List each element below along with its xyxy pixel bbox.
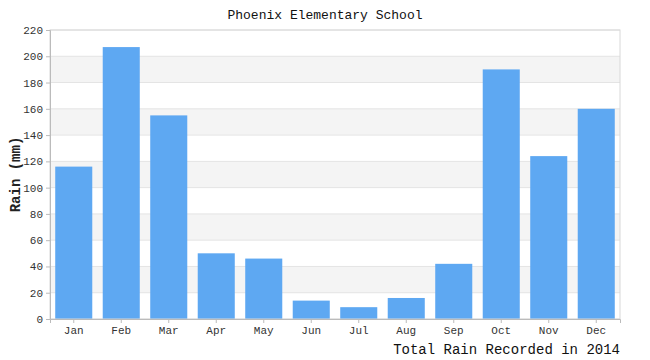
x-tick-label: Jan — [64, 325, 84, 337]
x-tick-mark — [73, 319, 74, 323]
x-tick-label: Feb — [111, 325, 131, 337]
y-tick-label: 60 — [30, 235, 43, 247]
y-tick-mark — [46, 319, 50, 320]
x-tick-mark — [168, 319, 169, 323]
x-tick-label: Jun — [301, 325, 321, 337]
y-tick-mark — [46, 293, 50, 294]
bars — [55, 47, 615, 319]
x-tick-mark — [596, 319, 597, 323]
x-tick: Nov — [539, 319, 559, 337]
y-tick-label: 100 — [23, 183, 43, 195]
x-tick-mark — [453, 319, 454, 323]
x-tick-mark — [216, 319, 217, 323]
y-tick-mark — [46, 188, 50, 189]
x-tick: Feb — [111, 319, 131, 337]
x-tick-mark — [121, 319, 122, 323]
y-tick-label: 20 — [30, 288, 43, 300]
x-tick: Dec — [586, 319, 606, 337]
x-tick-label: Oct — [491, 325, 511, 337]
bar — [245, 259, 282, 319]
plot-frame — [50, 30, 620, 319]
y-tick-mark — [46, 56, 50, 57]
y-tick: 60 — [30, 235, 50, 247]
y-tick-mark — [46, 266, 50, 267]
y-tick-mark — [46, 83, 50, 84]
x-tick-mark — [501, 319, 502, 323]
x-axis: Jan Feb Mar Apr May Jun Jul Aug Sep Oct Nov Dec — [51, 319, 621, 337]
x-axis-line — [51, 320, 621, 324]
y-tick: 140 — [23, 130, 50, 142]
bar — [388, 298, 425, 319]
x-tick-label: Jul — [349, 325, 369, 337]
y-tick: 200 — [23, 51, 50, 63]
y-tick-label: 180 — [23, 78, 43, 90]
y-tick: 20 — [30, 288, 50, 300]
x-tick: Jun — [301, 319, 321, 337]
x-tick: Mar — [159, 319, 179, 337]
x-tick: Aug — [396, 319, 416, 337]
x-tick: May — [254, 319, 274, 337]
x-tick: Oct — [491, 319, 511, 337]
y-tick-mark — [46, 240, 50, 241]
x-tick: Jul — [349, 319, 369, 337]
y-tick-label: 40 — [30, 261, 43, 273]
bar — [435, 264, 472, 319]
y-tick: 100 — [23, 183, 50, 195]
y-tick-label: 220 — [23, 25, 43, 37]
bar — [198, 253, 235, 319]
y-tick: 160 — [23, 104, 50, 116]
y-tick: 0 — [36, 314, 50, 326]
bar — [55, 167, 92, 319]
x-tick-label: Mar — [159, 325, 179, 337]
y-tick-mark — [46, 109, 50, 110]
bar — [340, 307, 377, 319]
x-tick-mark — [358, 319, 359, 323]
x-tick-label: Apr — [206, 325, 226, 337]
y-tick-label: 80 — [30, 209, 43, 221]
x-tick-label: Sep — [444, 325, 464, 337]
y-axis-title: Rain (mm) — [8, 137, 24, 213]
title: Phoenix Elementary School — [227, 8, 422, 23]
y-axis: 0 20 40 60 80 100 120 140 160 180 200 220 — [23, 25, 50, 326]
y-tick-label: 160 — [23, 104, 43, 116]
y-axis-line — [46, 31, 51, 320]
y-tick-label: 120 — [23, 156, 43, 168]
plot: 0 20 40 60 80 100 120 140 160 180 200 220 Jan Feb Mar A… — [23, 25, 620, 337]
x-tick: Apr — [206, 319, 226, 337]
x-tick-mark — [311, 319, 312, 323]
bar — [293, 301, 330, 319]
bar — [150, 115, 187, 319]
x-axis-title: Total Rain Recorded in 2014 — [393, 342, 620, 358]
y-tick: 220 — [23, 25, 50, 37]
y-tick-mark — [46, 135, 50, 136]
y-tick-mark — [46, 30, 50, 31]
x-tick-mark — [406, 319, 407, 323]
grid — [50, 30, 620, 319]
y-tick-label: 0 — [36, 314, 43, 326]
y-tick: 180 — [23, 78, 50, 90]
bar — [578, 109, 615, 319]
y-tick-label: 140 — [23, 130, 43, 142]
x-tick-mark — [548, 319, 549, 323]
x-tick-mark — [263, 319, 264, 323]
bar — [530, 156, 567, 319]
y-tick: 120 — [23, 156, 50, 168]
y-tick: 40 — [30, 261, 50, 273]
x-tick-label: Aug — [396, 325, 416, 337]
x-tick-label: Nov — [539, 325, 559, 337]
x-tick: Jan — [64, 319, 84, 337]
bar — [103, 47, 140, 319]
x-tick-label: Dec — [586, 325, 606, 337]
y-tick-mark — [46, 161, 50, 162]
x-tick: Sep — [444, 319, 464, 337]
y-tick: 80 — [30, 209, 50, 221]
x-tick-label: May — [254, 325, 274, 337]
chart: 0 20 40 60 80 100 120 140 160 180 200 220 Jan Feb Mar A… — [0, 0, 650, 360]
y-tick-label: 200 — [23, 51, 43, 63]
bar — [483, 69, 520, 319]
y-tick-mark — [46, 214, 50, 215]
